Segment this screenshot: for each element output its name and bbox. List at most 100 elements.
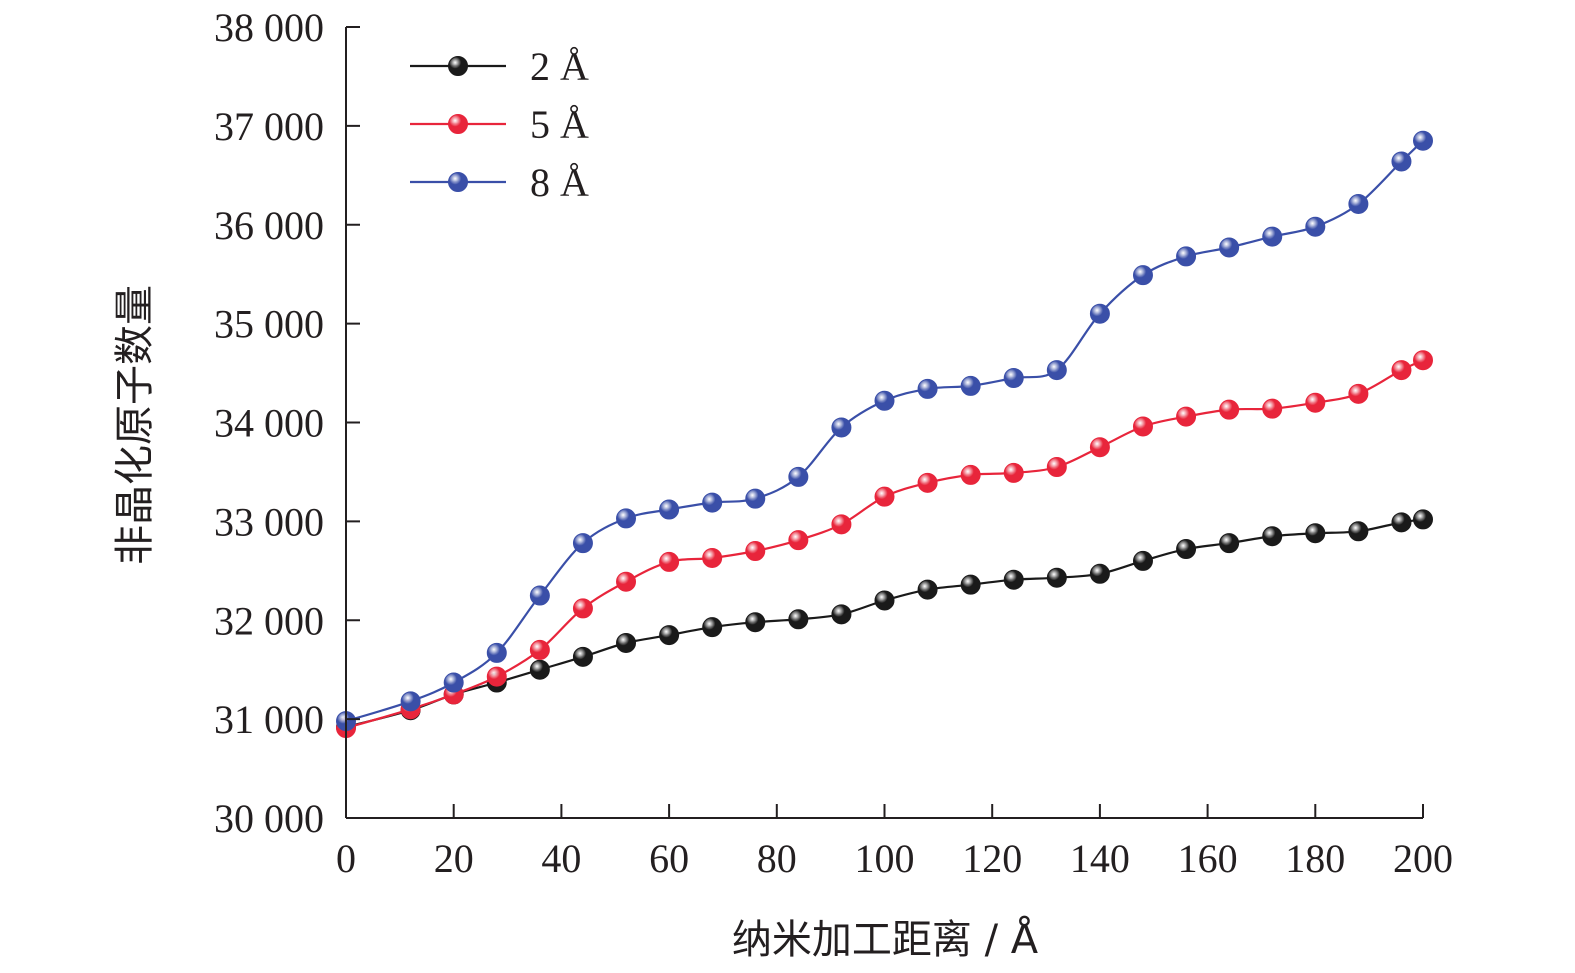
data-point <box>616 508 637 529</box>
data-point <box>1003 569 1024 590</box>
data-point <box>874 590 895 611</box>
x-tick-label: 0 <box>336 836 356 881</box>
data-point <box>659 551 680 572</box>
data-point <box>788 530 809 551</box>
data-point <box>917 579 938 600</box>
data-point <box>960 464 981 485</box>
x-tick-label: 80 <box>757 836 797 881</box>
data-point <box>1348 521 1369 542</box>
data-point <box>1003 462 1024 483</box>
data-point <box>1176 539 1197 560</box>
data-point <box>486 666 507 687</box>
x-tick-label: 140 <box>1070 836 1130 881</box>
data-point <box>1262 526 1283 547</box>
data-point <box>1348 193 1369 214</box>
x-tick-label: 160 <box>1178 836 1238 881</box>
data-point <box>960 375 981 396</box>
data-point <box>616 571 637 592</box>
data-point <box>788 466 809 487</box>
data-point <box>1413 350 1433 371</box>
legend-item: 2 Å <box>410 44 589 89</box>
legend-item: 8 Å <box>410 160 589 205</box>
legend: 2 Å 5 Å 8 Å <box>410 44 589 205</box>
series-3 <box>336 130 1433 732</box>
data-point <box>1262 226 1283 247</box>
data-point <box>788 609 809 630</box>
y-tick-label: 38 000 <box>214 5 324 50</box>
legend-item: 5 Å <box>410 102 589 147</box>
y-tick-label: 34 000 <box>214 401 324 446</box>
legend-marker <box>448 114 468 134</box>
data-point <box>572 598 593 619</box>
data-point <box>1348 383 1369 404</box>
legend-label: 2 Å <box>530 44 589 89</box>
data-point <box>1176 246 1197 267</box>
data-point <box>917 472 938 493</box>
x-tick-label: 120 <box>962 836 1022 881</box>
data-point <box>1089 563 1110 584</box>
data-point <box>1219 533 1240 554</box>
data-point <box>1391 512 1412 533</box>
data-point <box>1046 456 1067 477</box>
data-point <box>572 646 593 667</box>
data-point <box>572 533 593 554</box>
data-point <box>529 585 550 606</box>
data-point <box>831 514 852 535</box>
y-tick-label: 33 000 <box>214 499 324 544</box>
series-line <box>345 359 1424 730</box>
legend-label: 8 Å <box>530 160 589 205</box>
y-tick-label: 36 000 <box>214 203 324 248</box>
data-point <box>616 632 637 653</box>
data-point <box>1089 437 1110 458</box>
x-tick-label: 40 <box>541 836 581 881</box>
data-point <box>1046 567 1067 588</box>
data-point <box>745 488 766 509</box>
data-point <box>1132 416 1153 437</box>
data-point <box>1089 303 1110 324</box>
data-point <box>1219 399 1240 420</box>
x-tick-label: 100 <box>855 836 915 881</box>
data-point <box>529 659 550 680</box>
series-line <box>345 518 1424 729</box>
data-point <box>1305 523 1326 544</box>
data-point <box>1305 216 1326 237</box>
data-point <box>702 492 723 513</box>
data-point <box>874 486 895 507</box>
data-point <box>1132 265 1153 286</box>
data-point <box>1391 151 1412 172</box>
data-point <box>1176 406 1197 427</box>
data-point <box>1413 130 1433 151</box>
data-point <box>1132 550 1153 571</box>
x-axis-title: 纳米加工距离 / Å <box>732 915 1039 963</box>
y-axis: 30 000 31 000 32 000 33 000 34 000 35 000 36 0… <box>214 5 360 841</box>
x-axis: 0 20 40 60 80 100 120 140 160 180 200 <box>336 804 1453 881</box>
data-point <box>400 691 421 712</box>
data-point <box>831 417 852 438</box>
data-point <box>443 672 464 693</box>
data-point <box>1413 509 1433 530</box>
legend-marker <box>448 172 468 192</box>
series-line <box>345 139 1424 723</box>
legend-marker <box>448 56 468 76</box>
data-point <box>486 642 507 663</box>
plot-area <box>336 130 1433 739</box>
data-point <box>1391 360 1412 381</box>
data-point <box>874 390 895 411</box>
data-point <box>702 617 723 638</box>
data-point <box>745 541 766 562</box>
data-point <box>917 378 938 399</box>
data-point <box>702 547 723 568</box>
y-tick-label: 35 000 <box>214 302 324 347</box>
data-point <box>831 604 852 625</box>
data-point <box>1003 368 1024 389</box>
data-point <box>1046 360 1067 381</box>
data-point <box>1219 237 1240 258</box>
y-tick-label: 37 000 <box>214 104 324 149</box>
y-tick-label: 31 000 <box>214 697 324 742</box>
y-tick-label: 32 000 <box>214 598 324 643</box>
y-axis-title: 非晶化原子数量 <box>112 285 158 565</box>
x-tick-label: 60 <box>649 836 689 881</box>
x-tick-label: 180 <box>1285 836 1345 881</box>
data-point <box>960 574 981 595</box>
